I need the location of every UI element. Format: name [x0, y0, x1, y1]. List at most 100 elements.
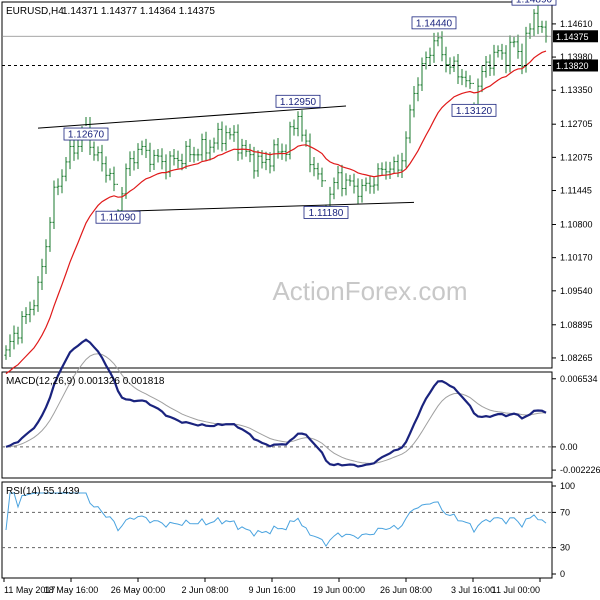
price-bar — [420, 57, 424, 92]
price-bar — [4, 345, 8, 360]
price-bar — [332, 177, 336, 200]
price-bar — [12, 325, 16, 350]
price-tick-label: 1.08265 — [560, 353, 593, 363]
reference-price-box — [553, 59, 598, 72]
price-bar — [112, 166, 116, 192]
price-bar — [468, 75, 472, 89]
price-bar — [224, 125, 228, 151]
price-bar — [60, 169, 64, 194]
time-tick-label: 9 Jun 16:00 — [248, 585, 295, 595]
price-bar — [76, 140, 80, 160]
price-bar — [228, 127, 232, 140]
price-bar — [532, 9, 536, 37]
price-bar — [236, 124, 240, 161]
price-bar — [220, 121, 224, 152]
price-bar — [196, 148, 200, 161]
price-bar — [192, 146, 196, 163]
price-bar — [152, 149, 156, 170]
price-bar — [180, 153, 184, 171]
price-bar — [348, 174, 352, 187]
rsi-lines — [2, 492, 552, 549]
price-tick-label: 1.14610 — [560, 19, 593, 29]
macd-panel — [1, 371, 553, 479]
rsi-tick-label: 30 — [560, 543, 570, 553]
price-bar — [392, 156, 396, 174]
price-bar — [372, 177, 376, 194]
price-annotation-box — [451, 103, 497, 117]
price-bar — [108, 168, 112, 181]
price-bar — [516, 34, 520, 59]
macd-tick-label: 0.00 — [560, 442, 578, 452]
price-annotation-box — [411, 16, 457, 30]
price-bar — [280, 143, 284, 160]
time-tick-label: 11 Jul 00:00 — [492, 585, 540, 595]
price-annotation: 1.12670 — [63, 127, 109, 141]
time-tick-label: 2 Jun 08:00 — [181, 585, 228, 595]
price-bar — [540, 20, 544, 33]
price-tick-label: 1.10800 — [560, 219, 593, 229]
price-bar — [140, 140, 144, 156]
price-bar — [24, 307, 28, 325]
price-bar — [268, 152, 272, 174]
price-bar — [304, 129, 308, 147]
price-annotation-text: 1.12670 — [68, 130, 105, 141]
price-bar — [464, 70, 468, 88]
price-annotation: 1.12950 — [275, 94, 321, 108]
macd-main-line — [5, 338, 547, 468]
price-annotation-box — [303, 206, 349, 219]
price-bar — [72, 138, 76, 161]
price-bar — [20, 311, 24, 344]
time-tick-label: 11 May 2017 — [4, 585, 55, 595]
price-bar — [300, 110, 304, 142]
price-bar — [356, 178, 360, 205]
price-bar — [128, 151, 132, 176]
price-bar — [160, 148, 164, 170]
price-bar — [312, 156, 316, 177]
price-bar — [412, 86, 416, 118]
price-bar — [360, 179, 364, 203]
ohlc-label: 1.14371 1.14377 1.14364 1.14375 — [62, 6, 215, 17]
price-bar — [296, 111, 300, 137]
time-tick-label: 26 Jun 08:00 — [380, 585, 432, 595]
price-bar — [104, 156, 108, 183]
price-bar — [368, 175, 372, 194]
price-bar — [376, 163, 380, 191]
price-bar — [432, 32, 436, 63]
price-bar — [132, 150, 136, 171]
price-annotation: 1.14890 — [511, 0, 557, 6]
price-bar — [216, 122, 220, 150]
price-bar — [292, 119, 296, 136]
price-bar — [320, 167, 324, 188]
price-bar — [92, 141, 96, 161]
price-bar — [436, 32, 440, 47]
price-bar — [204, 131, 208, 161]
price-bar — [444, 46, 448, 73]
price-bar — [208, 139, 212, 161]
price-bar — [144, 138, 148, 159]
price-bar — [272, 139, 276, 172]
price-bar — [384, 161, 388, 180]
price-annotation: 1.11090 — [95, 210, 141, 224]
price-annotation-text: 1.14440 — [416, 18, 453, 29]
price-bar — [512, 36, 516, 48]
price-annotation: 1.11180 — [303, 206, 349, 219]
price-bar — [364, 177, 368, 192]
price-bar — [28, 301, 32, 323]
current-price-box — [553, 30, 598, 43]
time-tick-label: 19 Jun 00:00 — [313, 585, 365, 595]
rsi-tick-label: 70 — [560, 507, 570, 517]
price-annotation-text: 1.12950 — [280, 97, 317, 108]
price-bar — [288, 121, 292, 160]
price-tick-label: 1.13980 — [560, 52, 593, 62]
rsi-line — [5, 492, 547, 548]
price-bar — [480, 65, 484, 93]
price-annotation-box — [63, 127, 109, 141]
rsi-axis: 100 70 30 0 — [552, 481, 575, 579]
trend-line — [37, 105, 347, 129]
rsi-title: RSI(14) 55.1439 — [6, 486, 80, 497]
price-bar — [404, 131, 408, 168]
price-bar — [8, 334, 12, 358]
price-bar — [248, 143, 252, 163]
price-annotation-text: 1.11180 — [309, 208, 344, 219]
time-tick-label: 3 Jul 16:00 — [451, 585, 495, 595]
